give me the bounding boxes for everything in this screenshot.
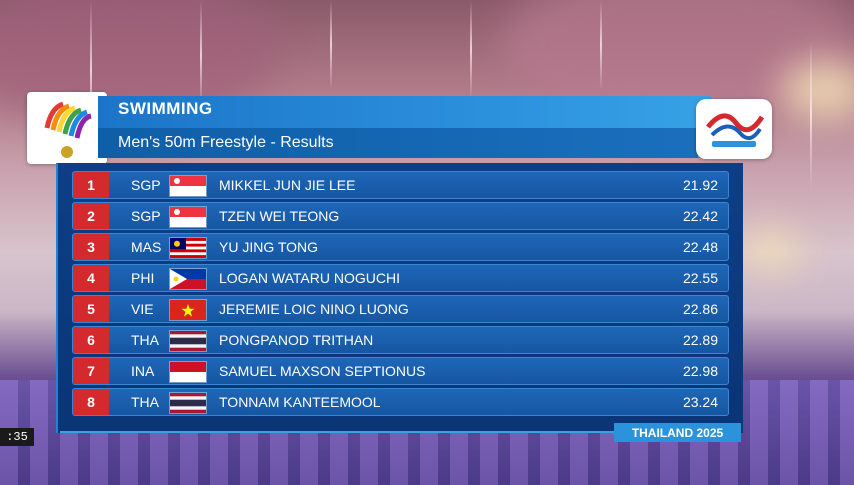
rank-badge: 2: [73, 203, 109, 229]
result-row: 2 SGP TZEN WEI TEONG 22.42: [72, 202, 729, 230]
result-row: 3 MAS YU JING TONG 22.48: [72, 233, 729, 261]
sport-title: SWIMMING: [118, 99, 213, 118]
thailand-flag-icon: [169, 392, 207, 414]
country-code: THA: [131, 394, 159, 410]
rank-badge: 5: [73, 296, 109, 322]
athlete-name: MIKKEL JUN JIE LEE: [219, 177, 356, 193]
result-time: 23.24: [682, 394, 718, 410]
event-bar: [98, 128, 698, 158]
country-code: THA: [131, 332, 159, 348]
country-code: SGP: [131, 208, 161, 224]
result-row: 6 THA PONGPANOD TRITHAN 22.89: [72, 326, 729, 354]
country-code: INA: [131, 363, 155, 379]
athlete-name: TONNAM KANTEEMOOL: [219, 394, 381, 410]
country-code: VIE: [131, 301, 154, 317]
athlete-name: LOGAN WATARU NOGUCHI: [219, 270, 400, 286]
result-row: 1 SGP MIKKEL JUN JIE LEE 21.92: [72, 171, 729, 199]
rank-badge: 3: [73, 234, 109, 260]
result-row: 7 INA SAMUEL MAXSON SEPTIONUS 22.98: [72, 357, 729, 385]
malaysia-flag-icon: [169, 237, 207, 259]
result-time: 22.89: [682, 332, 718, 348]
athlete-name: TZEN WEI TEONG: [219, 208, 340, 224]
indonesia-flag-icon: [169, 361, 207, 383]
result-time: 22.86: [682, 301, 718, 317]
rank-badge: 8: [73, 389, 109, 415]
philippines-flag-icon: [169, 268, 207, 290]
athlete-name: PONGPANOD TRITHAN: [219, 332, 374, 348]
result-time: 22.55: [682, 270, 718, 286]
rank-badge: 4: [73, 265, 109, 291]
result-row: 5 VIE JEREMIE LOIC NINO LUONG 22.86: [72, 295, 729, 323]
athlete-name: YU JING TONG: [219, 239, 319, 255]
rank-badge: 6: [73, 327, 109, 353]
singapore-flag-icon: [169, 175, 207, 197]
thailand-flag-icon: [169, 330, 207, 352]
result-time: 22.48: [682, 239, 718, 255]
event-title: Men's 50m Freestyle - Results: [118, 134, 334, 151]
country-code: SGP: [131, 177, 161, 193]
rank-badge: 7: [73, 358, 109, 384]
result-row: 4 PHI LOGAN WATARU NOGUCHI 22.55: [72, 264, 729, 292]
country-code: MAS: [131, 239, 162, 255]
footer-divider: [60, 431, 620, 433]
games-logo: [27, 92, 107, 164]
vietnam-flag-icon: [169, 299, 207, 321]
broadcaster-logo: [696, 99, 772, 159]
country-code: PHI: [131, 270, 155, 286]
result-time: 21.92: [682, 177, 718, 193]
result-time: 22.98: [682, 363, 718, 379]
athlete-name: JEREMIE LOIC NINO LUONG: [219, 301, 409, 317]
host-tag: THAILAND 2025: [614, 423, 741, 442]
result-time: 22.42: [682, 208, 718, 224]
athlete-name: SAMUEL MAXSON SEPTIONUS: [219, 363, 426, 379]
singapore-flag-icon: [169, 206, 207, 228]
rank-badge: 1: [73, 172, 109, 198]
video-timestamp: :35: [0, 428, 34, 446]
result-row: 8 THA TONNAM KANTEEMOOL 23.24: [72, 388, 729, 416]
